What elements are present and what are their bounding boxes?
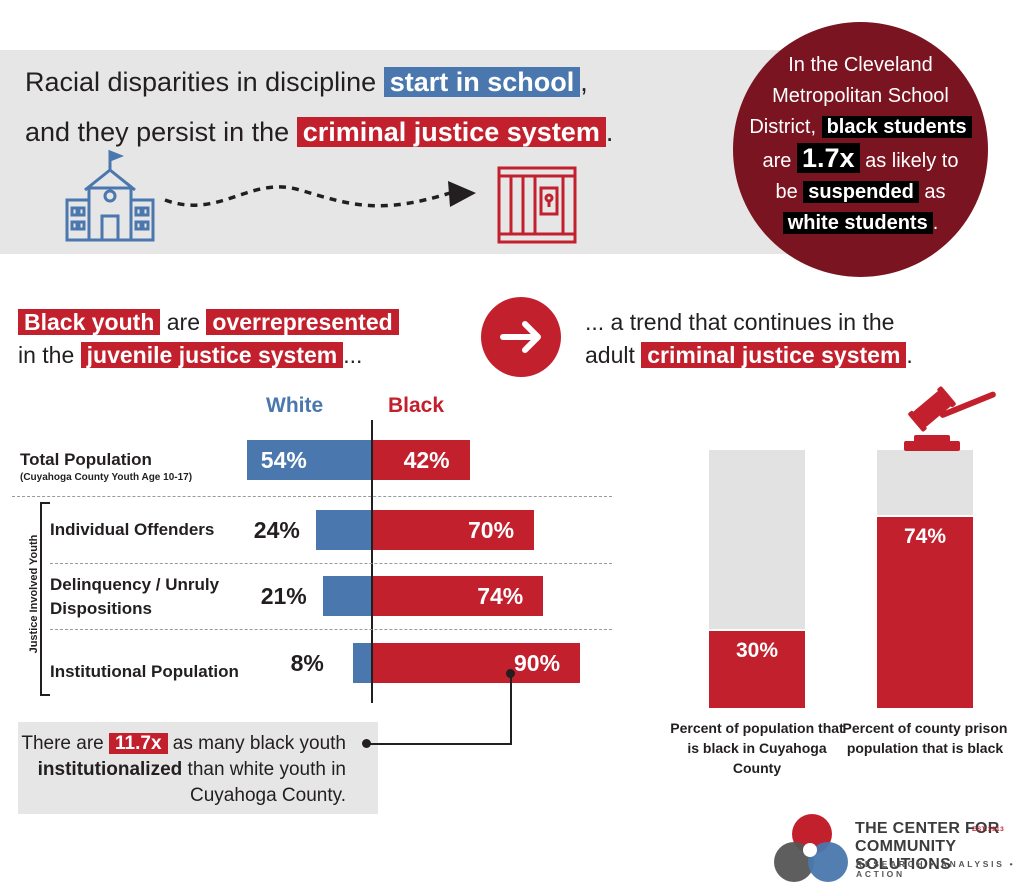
value-label-black: 42% [403, 447, 450, 473]
adult-heading-adult: adult [585, 342, 635, 368]
row-separator [50, 629, 612, 630]
row-label-total-text: Total Population [20, 450, 152, 469]
column-category-label: Percent of population that is black in C… [670, 720, 844, 776]
circle-period: . [932, 212, 939, 234]
row-label-institutional: Institutional Population [50, 662, 239, 681]
bar-white [315, 510, 371, 550]
circle-highlight-black-students: black students [821, 116, 972, 138]
value-label-black: 90% [514, 650, 561, 676]
connector-dot [506, 669, 515, 678]
column-background: 30% [709, 450, 805, 708]
circle-highlight-suspended: suspended [803, 181, 919, 203]
adult-heading: ... a trend that continues in the adult … [585, 306, 1005, 372]
value-label-black: 70% [468, 517, 515, 543]
gavel-icon [904, 386, 996, 451]
row-separator [12, 496, 612, 497]
circle-as: as [924, 181, 946, 203]
column-bar: 30% [709, 628, 805, 708]
legend-black: Black [388, 394, 445, 417]
group-bracket [40, 502, 50, 696]
jail-cell-icon [497, 166, 577, 244]
bar-white [352, 643, 371, 683]
adult-heading-period: . [906, 342, 913, 368]
callout-post: than white youth in Cuyahoga County. [187, 759, 346, 806]
row-label-delinquency: Delinquency / Unruly Dispositions [50, 575, 220, 618]
chart-center-axis [371, 420, 373, 703]
callout-pre: There are [21, 733, 104, 754]
heading-juvenile-justice: juvenile justice system [80, 342, 344, 368]
column-value-label: 30% [735, 638, 779, 662]
headline-punct: . [605, 117, 614, 147]
value-label-white: 8% [290, 650, 324, 676]
headline-punct: , [580, 67, 588, 97]
value-label-black: 74% [477, 583, 524, 609]
logo-tagline: RESEARCH • ANALYSIS • ACTION [856, 859, 1016, 879]
callout-ratio: 11.7x [109, 733, 168, 754]
circle-line3: District, [749, 116, 817, 138]
suspension-callout-circle: In the Cleveland Metropolitan School Dis… [733, 22, 988, 277]
heading-are: are [166, 309, 201, 335]
bar-black [373, 643, 580, 683]
circle-line1: In the Cleveland [788, 54, 933, 76]
logo-line1: THE CENTER FOR [855, 820, 1000, 837]
column-background: 74% [877, 450, 973, 708]
circle-as-likely: as likely to [865, 150, 959, 172]
adult-heading-line1: ... a trend that continues in the [585, 309, 895, 335]
logo-est: EST.1913 [972, 826, 1005, 833]
circle-be: be [775, 181, 798, 203]
row-label-offenders: Individual Offenders [50, 520, 215, 539]
value-label-white: 21% [260, 583, 307, 609]
row-separator [50, 563, 612, 564]
circle-line2: Metropolitan School [772, 85, 949, 107]
connector-dot [362, 739, 371, 748]
column-category-label: Percent of county prison population that… [842, 720, 1008, 756]
heading-overrepresented: overrepresented [206, 309, 399, 335]
bar-white [322, 576, 371, 616]
dashed-arrow-icon [164, 181, 476, 208]
logo-circles-icon [774, 814, 848, 882]
group-label-justice-involved: Justice Involved Youth [28, 534, 40, 654]
callout-connector [510, 674, 512, 745]
institutionalized-callout: There are 11.7x as many black youth inst… [18, 722, 378, 814]
legend-white: White [266, 394, 324, 417]
callout-bold: institutionalized [37, 759, 183, 780]
column-value-label: 74% [903, 525, 947, 549]
heading-ellipsis: ... [343, 342, 363, 368]
value-label-white: 54% [260, 447, 307, 473]
circle-are: are [762, 150, 792, 172]
callout-connector [366, 743, 512, 745]
heading-black-youth: Black youth [18, 309, 161, 335]
school-icon [65, 149, 155, 242]
headline-highlight-school: start in school [383, 67, 581, 97]
row-sublabel-total: (Cuyahoga County Youth Age 10-17) [20, 472, 193, 483]
headline-line1-text: Racial disparities in discipline [25, 67, 377, 97]
bar-white [246, 440, 371, 480]
callout-mid: as many black youth [172, 733, 346, 754]
circle-highlight-white-students: white students [782, 212, 933, 234]
bar-black [373, 576, 544, 616]
bar-black [373, 510, 534, 550]
value-label-white: 24% [253, 517, 300, 543]
adult-heading-highlight: criminal justice system [641, 342, 907, 368]
bar-black [373, 440, 470, 480]
arrow-right-icon [481, 297, 561, 377]
juvenile-heading: Black youth are overrepresented in the j… [18, 306, 458, 372]
row-label-total: Total Population (Cuyahoga County Youth … [20, 448, 192, 484]
heading-in-the: in the [18, 342, 75, 368]
headline: Racial disparities in discipline start i… [25, 57, 705, 157]
headline-line2-text: and they persist in the [25, 117, 290, 147]
logo-line2: COMMUNITY SOLUTIONS [855, 838, 957, 873]
headline-highlight-justice: criminal justice system [296, 117, 606, 147]
column-bar: 74% [877, 515, 973, 708]
circle-ratio: 1.7x [796, 143, 860, 173]
